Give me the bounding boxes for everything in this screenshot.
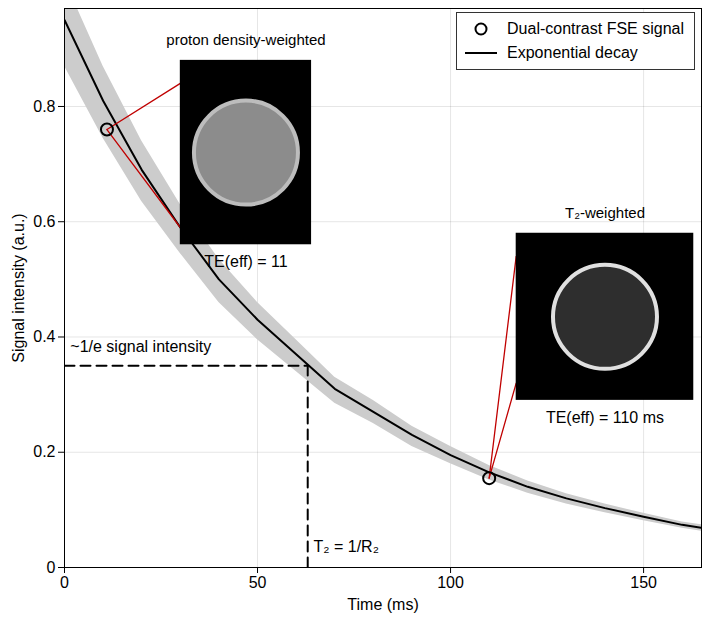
svg-text:0: 0 — [47, 559, 56, 576]
svg-text:TE(eff) = 11: TE(eff) = 11 — [204, 253, 288, 270]
html-text:Dual-contrast FSE signal: Dual-contrast FSE signal — [507, 20, 684, 37]
svg-text:0: 0 — [60, 574, 69, 591]
html-text:Exponential decay: Exponential decay — [507, 44, 638, 61]
svg-text:0.6: 0.6 — [33, 213, 55, 230]
svg-text:Time (ms): Time (ms) — [347, 596, 418, 613]
svg-text:50: 50 — [249, 574, 267, 591]
svg-text:T₂-weighted: T₂-weighted — [565, 204, 645, 221]
svg-text:150: 150 — [630, 574, 657, 591]
svg-text:~1/e signal intensity: ~1/e signal intensity — [70, 338, 211, 355]
svg-text:0.4: 0.4 — [33, 328, 55, 345]
svg-text:100: 100 — [437, 574, 464, 591]
svg-text:proton density-weighted: proton density-weighted — [166, 31, 325, 48]
svg-text:0.8: 0.8 — [33, 98, 55, 115]
svg-text:TE(eff) = 110 ms: TE(eff) = 110 ms — [546, 409, 664, 426]
svg-text:T₂ = 1/R₂: T₂ = 1/R₂ — [314, 538, 379, 555]
svg-text:Signal intensity (a.u.): Signal intensity (a.u.) — [10, 213, 27, 362]
svg-text:0.2: 0.2 — [33, 443, 55, 460]
